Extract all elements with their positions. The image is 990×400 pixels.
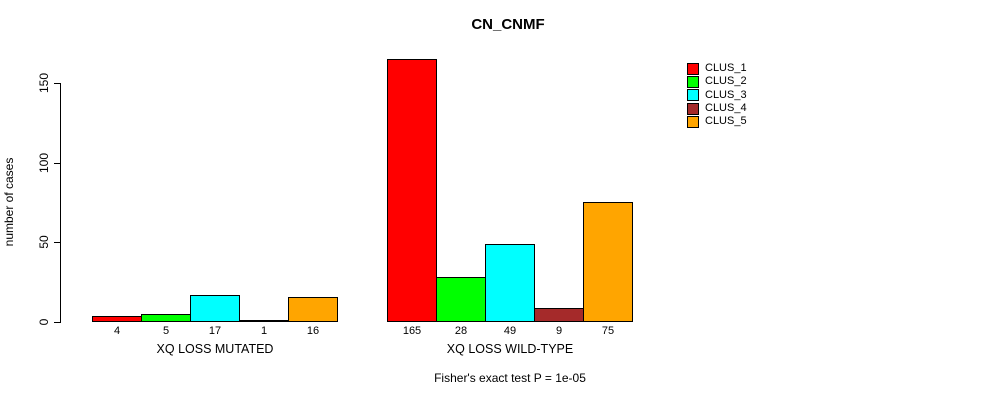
legend-label: CLUS_3	[705, 88, 747, 101]
y-tick-label: 150	[37, 72, 51, 94]
bar-value-label: 28	[454, 325, 468, 337]
legend-item-clus-3: CLUS_3	[687, 89, 747, 102]
bar-value-label: 9	[555, 325, 563, 337]
legend-label: CLUS_4	[705, 102, 747, 115]
y-tick-label: 0	[37, 318, 51, 326]
legend-swatch-clus-1	[687, 62, 699, 75]
y-axis-line	[60, 83, 61, 323]
y-tick-mark	[54, 83, 60, 84]
clus-5-bar	[583, 202, 633, 322]
clus-1-bar	[92, 316, 142, 322]
bar-value-label: 1	[260, 325, 268, 337]
bar-value-label: 49	[503, 325, 517, 337]
clus-1-bar	[387, 59, 437, 322]
bar-value-label: 16	[306, 325, 320, 337]
bar-value-label: 5	[162, 325, 170, 337]
legend-item-clus-2: CLUS_2	[687, 75, 747, 88]
y-tick-label: 50	[37, 235, 51, 249]
clus-3-bar	[190, 295, 240, 322]
bar-value-label: 17	[208, 325, 222, 337]
y-tick-mark	[54, 163, 60, 164]
bar-value-label: 4	[113, 325, 121, 337]
y-tick-mark	[54, 242, 60, 243]
legend: CLUS_1 CLUS_2 CLUS_3 CLUS_4 CLUS_5	[687, 62, 747, 128]
y-tick-label: 100	[37, 152, 51, 174]
legend-swatch-clus-5	[687, 115, 699, 128]
legend-item-clus-1: CLUS_1	[687, 62, 747, 75]
bar-value-label: 75	[601, 325, 615, 337]
x-category-label: XQ LOSS WILD-TYPE	[446, 342, 574, 356]
clus-3-bar	[485, 244, 535, 322]
clus-2-bar	[436, 277, 486, 322]
legend-swatch-clus-3	[687, 89, 699, 102]
legend-swatch-clus-2	[687, 75, 699, 88]
chart-title: CN_CNMF	[471, 16, 545, 33]
legend-item-clus-4: CLUS_4	[687, 102, 747, 115]
x-category-label: XQ LOSS MUTATED	[156, 342, 274, 356]
fishers-test-annotation: Fisher's exact test P = 1e-05	[434, 371, 586, 385]
legend-item-clus-5: CLUS_5	[687, 115, 747, 128]
legend-label: CLUS_5	[705, 115, 747, 128]
clus-4-bar	[239, 320, 289, 322]
y-tick-mark	[54, 322, 60, 323]
clus-4-bar	[534, 308, 584, 322]
clus-5-bar	[288, 297, 338, 322]
legend-label: CLUS_1	[705, 62, 747, 75]
legend-label: CLUS_2	[705, 75, 747, 88]
clus-2-bar	[141, 314, 191, 322]
bar-value-label: 165	[402, 325, 422, 337]
legend-swatch-clus-4	[687, 102, 699, 115]
